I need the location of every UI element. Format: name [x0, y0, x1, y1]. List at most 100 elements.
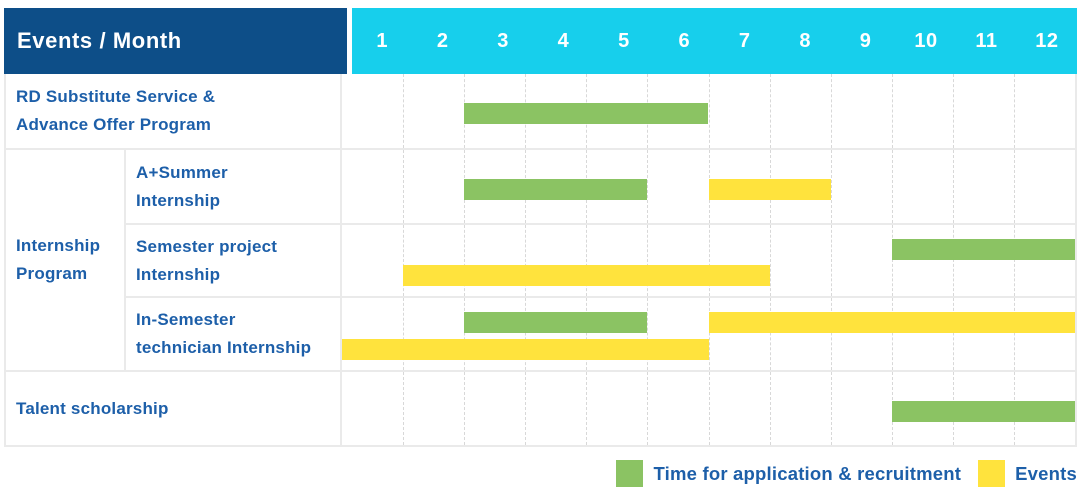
month-label: 6 [678, 29, 691, 52]
group-rows: A+Summer Internship Semester project Int… [124, 150, 1075, 370]
month-label: 11 [975, 29, 998, 52]
month-grid-line [525, 298, 527, 370]
month-grid-line [769, 372, 771, 445]
row-label: Talent scholarship [6, 372, 340, 445]
month-grid-line [586, 298, 588, 370]
month-header-band: 1 2 3 4 5 6 7 8 9 10 11 12 [352, 8, 1077, 74]
row-label-line: A+Summer [136, 162, 228, 182]
row-label: A+Summer Internship [124, 150, 340, 223]
legend-item-events: Events [978, 460, 1077, 487]
month-grid-line [830, 298, 832, 370]
month-grid-line [830, 150, 832, 223]
month-grid-line [708, 225, 710, 296]
month-grid-line [830, 74, 832, 148]
gantt-bar-event [342, 339, 709, 360]
month-grid-line [952, 225, 954, 296]
row-label-line: RD Substitute Service & [16, 87, 216, 106]
month-label: 8 [799, 29, 811, 52]
header-divider [347, 8, 352, 74]
row-label-line: Semester project [136, 236, 278, 256]
legend: Time for application & recruitment Event… [616, 460, 1077, 487]
month-grid-line [403, 372, 405, 445]
gantt-bar-event [708, 179, 831, 200]
month-grid-line [952, 150, 954, 223]
gantt-track-semester-project [340, 225, 1075, 296]
legend-swatch-yellow [978, 460, 1006, 487]
gantt-bar-recruitment [891, 401, 1075, 422]
month-label: 1 [376, 29, 389, 52]
month-grid-line [1013, 298, 1015, 370]
row-in-semester-technician: In-Semester technician Internship [124, 296, 1075, 370]
month-grid-line [769, 298, 771, 370]
gantt-bar-recruitment [891, 239, 1075, 260]
gantt-track-talent-scholarship [340, 372, 1075, 445]
table-body: RD Substitute Service & Advance Offer Pr… [4, 74, 1077, 447]
row-label-line: Internship [136, 190, 221, 210]
month-grid-line [830, 225, 832, 296]
row-semester-project: Semester project Internship [124, 223, 1075, 296]
header-row: Events / Month 1 2 3 4 5 6 7 8 9 10 11 12 [4, 8, 1077, 74]
legend-label: Time for application & recruitment [653, 462, 962, 484]
month-grid-line [708, 74, 710, 148]
month-grid-line [647, 298, 649, 370]
month-grid-line [403, 74, 405, 148]
month-grid-line [1013, 225, 1015, 296]
gantt-bar-recruitment [464, 312, 648, 333]
month-grid-line [708, 372, 710, 445]
row-talent-scholarship: Talent scholarship [6, 370, 1075, 445]
month-grid-line [1013, 150, 1015, 223]
month-grid-line [891, 74, 893, 148]
month-grid-line [464, 225, 466, 296]
month-grid-line [586, 225, 588, 296]
group-label-line: Internship [16, 236, 101, 255]
row-label-line: technician Internship [136, 338, 312, 357]
gantt-track-a-plus-summer [340, 150, 1075, 223]
gantt-track-rd-substitute [340, 74, 1075, 148]
month-label: 5 [618, 29, 630, 52]
month-label: 2 [436, 29, 449, 52]
month-grid-line [403, 225, 405, 296]
legend-label: Events [1015, 462, 1077, 484]
month-grid-line [525, 372, 527, 445]
month-grid-line [647, 150, 649, 223]
month-grid-line [952, 298, 954, 370]
month-grid-line [586, 372, 588, 445]
month-grid-line [891, 298, 893, 370]
row-label: Semester project Internship [124, 225, 340, 296]
month-grid-line [769, 225, 771, 296]
month-label: 12 [1035, 29, 1059, 52]
legend-swatch-green [616, 460, 644, 487]
month-grid-line [1013, 74, 1015, 148]
row-label-line: Advance Offer Program [16, 115, 212, 134]
row-label: In-Semester technician Internship [124, 298, 340, 370]
month-grid-line [830, 372, 832, 445]
month-grid-line [525, 225, 527, 296]
internship-program-group: Internship Program A+Summer Internship S… [6, 148, 1075, 370]
month-grid-line [769, 74, 771, 148]
gantt-bar-event [403, 265, 770, 286]
month-grid-line [403, 298, 405, 370]
row-label-line: In-Semester [136, 310, 236, 329]
month-label: 4 [557, 29, 570, 52]
row-label-line: Talent scholarship [16, 398, 169, 418]
month-grid-line [708, 298, 710, 370]
events-month-header: Events / Month [4, 8, 347, 74]
month-grid-line [891, 225, 893, 296]
row-label: RD Substitute Service & Advance Offer Pr… [6, 74, 340, 148]
schedule-table: Events / Month 1 2 3 4 5 6 7 8 9 10 11 12 RD Substi… [4, 8, 1077, 447]
month-grid-line [403, 150, 405, 223]
group-label: Internship Program [6, 150, 124, 370]
month-grid-line [464, 298, 466, 370]
row-rd-substitute: RD Substitute Service & Advance Offer Pr… [6, 74, 1075, 148]
month-grid-line [891, 150, 893, 223]
month-label: 3 [497, 29, 509, 52]
gantt-bar-event [708, 312, 1075, 333]
month-grid-line [647, 225, 649, 296]
group-label-line: Program [16, 264, 88, 283]
gantt-bar-recruitment [464, 179, 648, 200]
legend-item-recruitment: Time for application & recruitment [616, 460, 961, 487]
month-label: 10 [914, 29, 938, 52]
month-label: 7 [738, 29, 751, 52]
gantt-bar-recruitment [464, 103, 709, 124]
